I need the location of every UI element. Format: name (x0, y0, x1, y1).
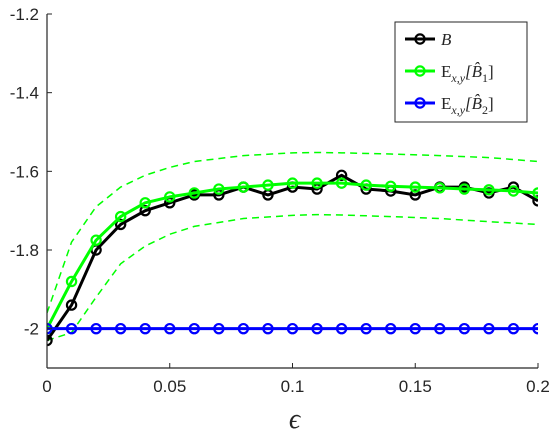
y-tick-label-4: -1.2 (10, 5, 39, 24)
series-1-point-12 (335, 177, 348, 189)
legend-marker-0 (414, 33, 426, 45)
legend-marker-2 (414, 97, 426, 109)
x-axis-label: ϵ (289, 404, 302, 435)
series-1-point-7 (213, 183, 225, 195)
x-tick-label-4: 0.2 (526, 377, 550, 396)
y-tick-label-2: -1.6 (10, 162, 39, 181)
series-0-point-4 (139, 204, 151, 217)
series-1-point-9 (262, 179, 274, 191)
legend-label-2: Ex,y[B̂2] (441, 94, 494, 117)
series-1-point-5 (164, 191, 176, 203)
series-2-point-14 (385, 322, 397, 335)
series-1-point-19 (507, 185, 520, 197)
series-2-point-8 (237, 322, 250, 335)
plot-area (47, 151, 538, 347)
series-1-point-18 (483, 184, 495, 196)
series-line-0 (47, 173, 538, 342)
legend-arg: [B̂ (465, 94, 483, 113)
legend-main: E (441, 94, 451, 113)
series-0-point-20 (532, 195, 538, 207)
series-2-point-13 (360, 322, 372, 335)
series-1-point-4 (139, 197, 151, 209)
series-2-point-16 (434, 322, 446, 335)
series-1-point-1 (65, 275, 78, 288)
legend-arg-sub: 1 (482, 71, 488, 85)
series-0-point-15 (409, 189, 421, 201)
series-1-point-6 (188, 187, 200, 199)
series-1-point-15 (409, 181, 421, 193)
legend-sub: x,y (450, 103, 465, 117)
x-tick-label-2: 0.1 (281, 377, 305, 396)
series-line-1 (47, 181, 538, 330)
axes (46, 13, 539, 369)
legend-main: E (441, 62, 451, 81)
series-1-point-10 (286, 177, 299, 189)
series-2-point-15 (409, 322, 421, 335)
legend-main: B (441, 30, 452, 49)
series-2-point-19 (507, 322, 520, 335)
series-1-point-13 (360, 179, 372, 191)
series-0-point-1 (65, 299, 78, 311)
series-2-point-1 (65, 322, 78, 335)
x-tick-label-3: 0.15 (399, 377, 432, 396)
series-2-point-17 (458, 322, 471, 335)
series-2-point-5 (164, 322, 176, 335)
series-2-point-4 (139, 322, 151, 335)
series-1-point-8 (237, 181, 250, 193)
series-2-point-10 (286, 322, 299, 335)
plot-clip-group (47, 151, 538, 347)
series-2-point-11 (311, 322, 323, 335)
legend-close: ] (488, 62, 494, 81)
band-upper-0 (47, 151, 538, 314)
series-1-point-14 (385, 180, 397, 192)
series-1-point-17 (458, 183, 471, 195)
legend-label-1: Ex,y[B̂1] (441, 62, 494, 85)
series-1-point-3 (114, 210, 127, 223)
series-2-point-7 (213, 322, 225, 335)
legend-arg-sub: 2 (482, 103, 488, 117)
y-tick-label-0: -2 (24, 320, 39, 339)
legend-label-0: B (441, 30, 452, 49)
legend-arg: [B̂ (465, 62, 483, 81)
legend-marker-1 (414, 65, 426, 77)
series-2-point-6 (188, 322, 200, 335)
series-2-point-18 (483, 322, 495, 335)
series-1-point-11 (311, 177, 323, 189)
series-0-point-3 (114, 218, 127, 231)
x-tick-label-1: 0.05 (153, 377, 186, 396)
legend-close: ] (488, 94, 494, 113)
y-tick-label-3: -1.4 (10, 84, 39, 103)
series-1-point-20 (532, 187, 538, 199)
band-lower-0 (47, 213, 538, 342)
tick-labels: 0 0.05 0.1 0.15 0.2 -2 -1.8 -1.6 -1.4 -1.2 (10, 5, 550, 396)
y-tick-label-1: -1.8 (10, 241, 39, 260)
legend: BEx,y[B̂1]Ex,y[B̂2] (394, 21, 528, 123)
series-2-point-12 (335, 322, 348, 335)
series-2-point-3 (114, 322, 127, 335)
series-0-point-12 (335, 169, 348, 181)
legend-sub: x,y (450, 71, 465, 85)
series-2-point-2 (90, 322, 102, 335)
series-1-point-2 (90, 234, 102, 246)
series-2-point-9 (262, 322, 274, 335)
series-2-point-20 (532, 322, 538, 335)
x-tick-label-0: 0 (42, 377, 51, 396)
series-1-point-16 (434, 182, 446, 194)
